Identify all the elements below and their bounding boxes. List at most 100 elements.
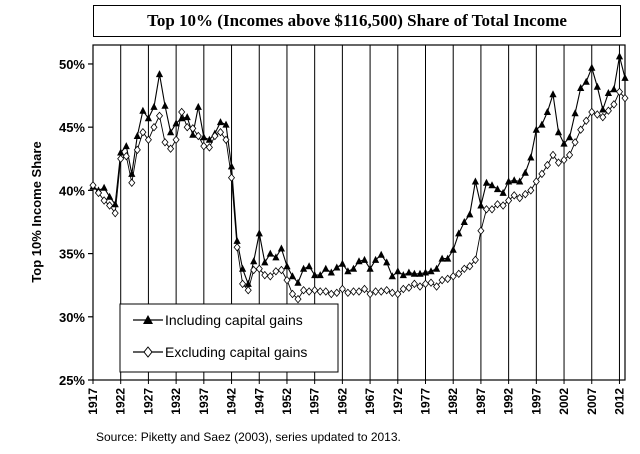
data-point: [593, 110, 601, 119]
data-point: [189, 124, 197, 133]
x-tick-label: 1927: [141, 388, 155, 415]
data-point: [360, 284, 369, 294]
data-point: [444, 254, 452, 262]
data-point: [189, 130, 197, 138]
data-point: [394, 267, 402, 275]
data-point: [383, 258, 391, 266]
data-point: [216, 127, 225, 137]
data-point: [272, 267, 280, 276]
data-point: [566, 150, 574, 160]
x-tick-label: 1992: [502, 388, 516, 415]
data-point: [255, 229, 263, 237]
data-point: [383, 285, 391, 295]
data-point: [316, 271, 324, 279]
data-point: [433, 264, 441, 272]
data-point: [571, 109, 579, 117]
data-point: [122, 151, 130, 161]
chart-title: Top 10% (Incomes above $116,500) Share o…: [147, 11, 567, 30]
data-point: [610, 100, 618, 109]
data-point: [549, 90, 557, 98]
data-point: [277, 244, 285, 252]
diamond-marker-icon: [143, 346, 153, 358]
data-point: [288, 289, 297, 299]
data-point: [239, 279, 247, 289]
data-point: [250, 257, 258, 265]
data-point: [233, 243, 241, 252]
data-point: [493, 200, 502, 209]
data-point: [122, 142, 130, 150]
chart-title-box: Top 10% (Incomes above $116,500) Share o…: [93, 5, 621, 37]
legend-label-excluding: Excluding capital gains: [165, 344, 307, 360]
data-point: [433, 282, 441, 291]
data-point: [588, 63, 596, 71]
data-point: [604, 89, 612, 96]
data-point: [294, 294, 302, 304]
data-point: [216, 118, 225, 126]
data-point: [610, 85, 618, 93]
data-point: [538, 169, 546, 179]
data-point: [455, 269, 463, 279]
data-point: [604, 106, 612, 115]
data-point: [305, 287, 313, 296]
data-point: [366, 264, 374, 272]
data-point: [205, 143, 213, 152]
data-point: [410, 269, 418, 277]
y-tick-label: 40%: [59, 183, 85, 198]
legend-box: [119, 303, 339, 373]
x-tick-label: 1917: [86, 388, 100, 415]
data-point: [355, 287, 363, 296]
data-point: [344, 267, 352, 275]
legend-item-including: Including capital gains: [133, 312, 303, 328]
data-point: [372, 255, 380, 263]
x-tick-label: 1937: [197, 388, 211, 415]
data-point: [543, 108, 551, 115]
data-point: [89, 181, 97, 190]
data-point: [200, 133, 208, 141]
data-point: [161, 101, 169, 109]
data-point: [322, 287, 330, 296]
data-point: [471, 177, 479, 185]
data-point: [449, 245, 457, 253]
data-point: [621, 93, 629, 103]
data-point: [477, 201, 485, 209]
y-tick-label: 35%: [59, 247, 85, 262]
y-tick-label: 50%: [59, 57, 85, 72]
data-point: [233, 236, 241, 244]
data-point: [460, 264, 468, 274]
data-point: [205, 135, 213, 143]
data-point: [283, 262, 291, 270]
data-point: [355, 257, 363, 265]
x-tick-label: 2012: [612, 388, 626, 415]
data-point: [394, 289, 402, 299]
data-point: [250, 265, 258, 275]
triangle-marker-icon: [143, 315, 153, 324]
data-point: [372, 287, 380, 296]
data-point: [482, 178, 491, 186]
data-point: [577, 125, 585, 134]
data-point: [161, 138, 169, 147]
data-point: [349, 264, 358, 272]
x-tick-label: 1997: [529, 388, 543, 415]
data-point: [599, 112, 607, 122]
data-point: [106, 192, 114, 200]
data-point: [344, 288, 352, 298]
data-point: [117, 148, 125, 156]
data-point: [333, 288, 341, 298]
y-tick-label: 45%: [59, 120, 85, 135]
data-point: [549, 150, 557, 160]
series-layer: [89, 52, 629, 304]
x-tick-label: 1932: [169, 388, 183, 415]
data-point: [532, 125, 540, 133]
data-point: [222, 120, 230, 128]
data-point: [106, 201, 114, 210]
data-point: [139, 127, 147, 137]
data-point: [255, 264, 263, 274]
data-point: [150, 102, 158, 110]
data-point: [427, 278, 435, 287]
data-point: [521, 189, 529, 199]
data-point: [493, 185, 502, 193]
data-point: [427, 267, 435, 275]
data-point: [582, 77, 590, 85]
data-point: [538, 120, 546, 128]
data-point: [333, 263, 341, 271]
